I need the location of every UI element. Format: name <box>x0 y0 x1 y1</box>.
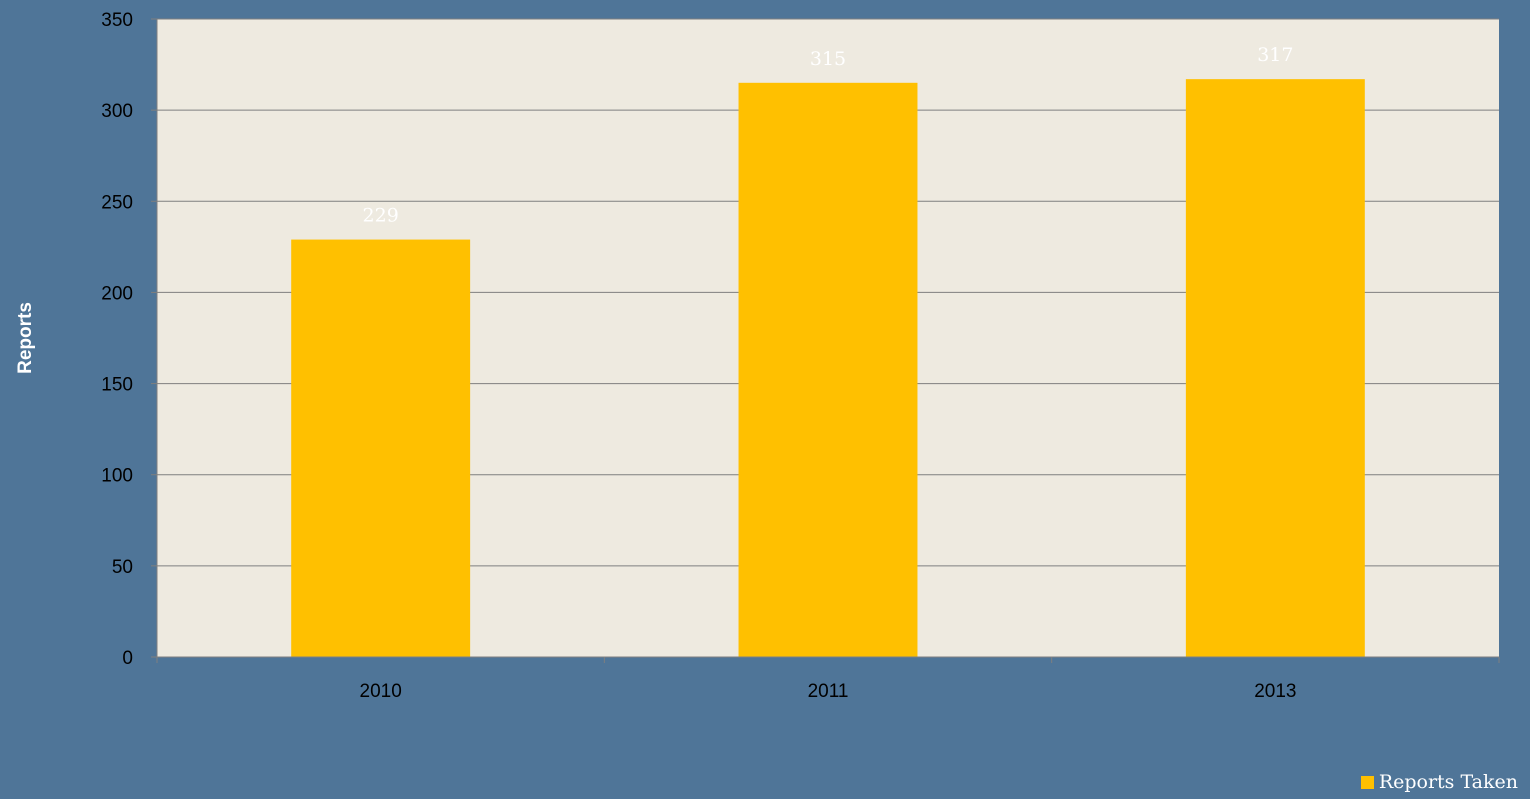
y-tick-label: 250 <box>101 192 133 213</box>
legend: Reports Taken <box>1360 771 1518 793</box>
x-tick-label: 2011 <box>808 681 849 702</box>
data-label: 315 <box>810 48 846 70</box>
y-axis-title: Reports <box>15 302 36 374</box>
x-tick-label: 2010 <box>360 681 402 702</box>
y-tick-label: 300 <box>101 101 133 122</box>
y-tick-label: 200 <box>101 283 133 304</box>
y-tick-label: 50 <box>112 557 133 578</box>
data-label: 317 <box>1257 44 1293 66</box>
y-tick-label: 150 <box>101 375 133 396</box>
x-tick-label: 2013 <box>1254 681 1296 702</box>
y-tick-label: 100 <box>101 466 133 487</box>
bar <box>738 82 918 658</box>
y-tick-label: 350 <box>101 10 133 31</box>
bar <box>291 239 471 657</box>
axes: 0 50 100 150 200 250 300 350 2010 2011 2013 <box>101 10 1500 702</box>
bar <box>1185 79 1365 657</box>
bars: 229 315 317 <box>291 44 1365 658</box>
legend-swatch <box>1360 775 1374 789</box>
data-label: 229 <box>363 205 399 227</box>
legend-label: Reports Taken <box>1378 771 1518 793</box>
y-tick-label: 0 <box>122 648 133 669</box>
